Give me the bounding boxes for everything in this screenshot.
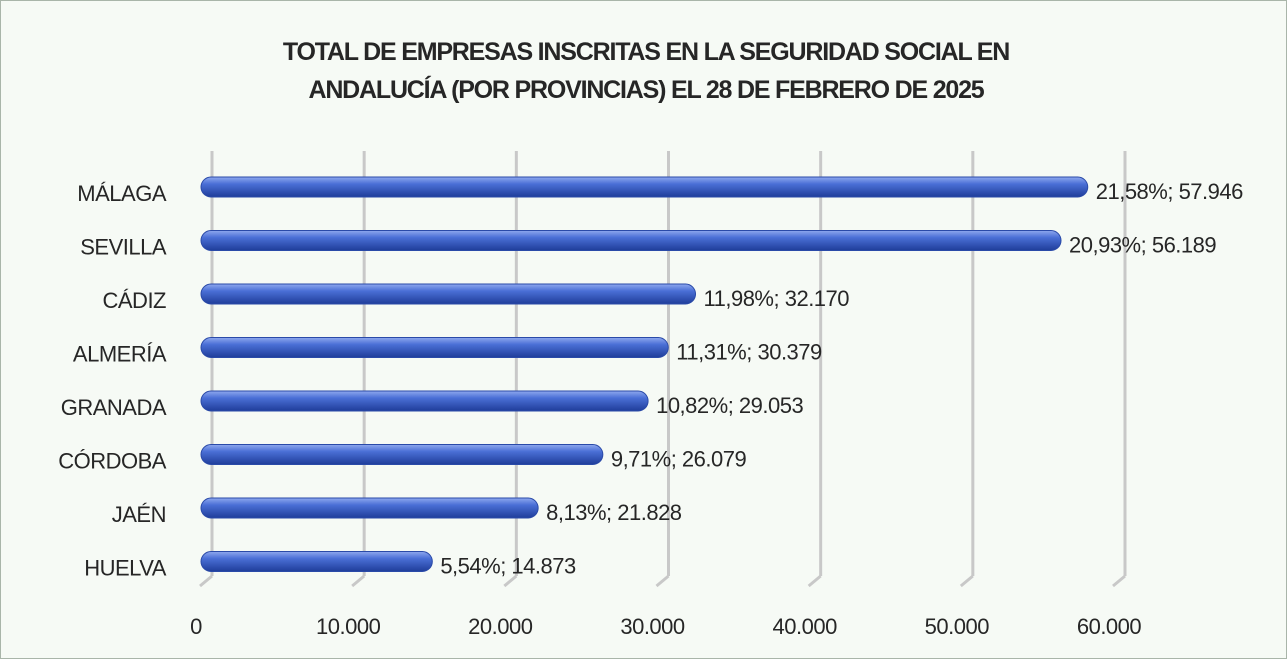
chart-title: TOTAL DE EMPRESAS INSCRITAS EN LA SEGURI… [282, 38, 1010, 104]
data-label: 9,71%; 26.079 [611, 446, 747, 471]
grid-foot [655, 574, 670, 588]
x-tick-label: 0 [190, 614, 202, 639]
bar [200, 390, 649, 412]
y-tick-label: JAÉN [112, 502, 166, 527]
x-tick-label: 20.000 [468, 614, 533, 639]
bar [200, 283, 697, 305]
y-tick-label: MÁLAGA [77, 181, 167, 206]
y-tick-label: CÓRDOBA [58, 448, 167, 473]
bar [200, 176, 1089, 198]
grid-foot [503, 574, 518, 588]
x-tick-label: 50.000 [925, 614, 990, 639]
data-label: 10,82%; 29.053 [656, 393, 803, 418]
data-label: 11,98%; 32.170 [704, 286, 850, 311]
y-tick-label: ALMERÍA [73, 341, 167, 366]
x-tick-label: 10.000 [316, 614, 381, 639]
grid-foot [351, 574, 366, 588]
y-tick-label: SEVILLA [80, 234, 167, 259]
y-tick-label: GRANADA [61, 395, 167, 420]
bar [200, 337, 669, 358]
x-tick-label: 60.000 [1077, 614, 1142, 639]
data-label: 5,54%; 14.873 [440, 553, 576, 578]
grid-foot [199, 574, 213, 588]
y-tick-label: CÁDIZ [103, 288, 167, 313]
bar [200, 230, 1062, 251]
x-tick-label: 40.000 [773, 614, 838, 639]
bar [200, 497, 539, 519]
data-label: 21,58%; 57.946 [1096, 179, 1243, 204]
data-label: 11,31%; 30.379 [676, 339, 822, 364]
x-tick-label: 30.000 [620, 614, 685, 639]
grid-foot [1112, 574, 1126, 588]
y-tick-label: HUELVA [84, 555, 167, 580]
bar [200, 444, 604, 465]
data-label: 8,13%; 21.828 [546, 500, 682, 525]
data-label: 20,93%; 56.189 [1069, 232, 1216, 257]
grid-foot [807, 574, 822, 588]
bar [200, 551, 433, 572]
grid-foot [959, 574, 974, 588]
